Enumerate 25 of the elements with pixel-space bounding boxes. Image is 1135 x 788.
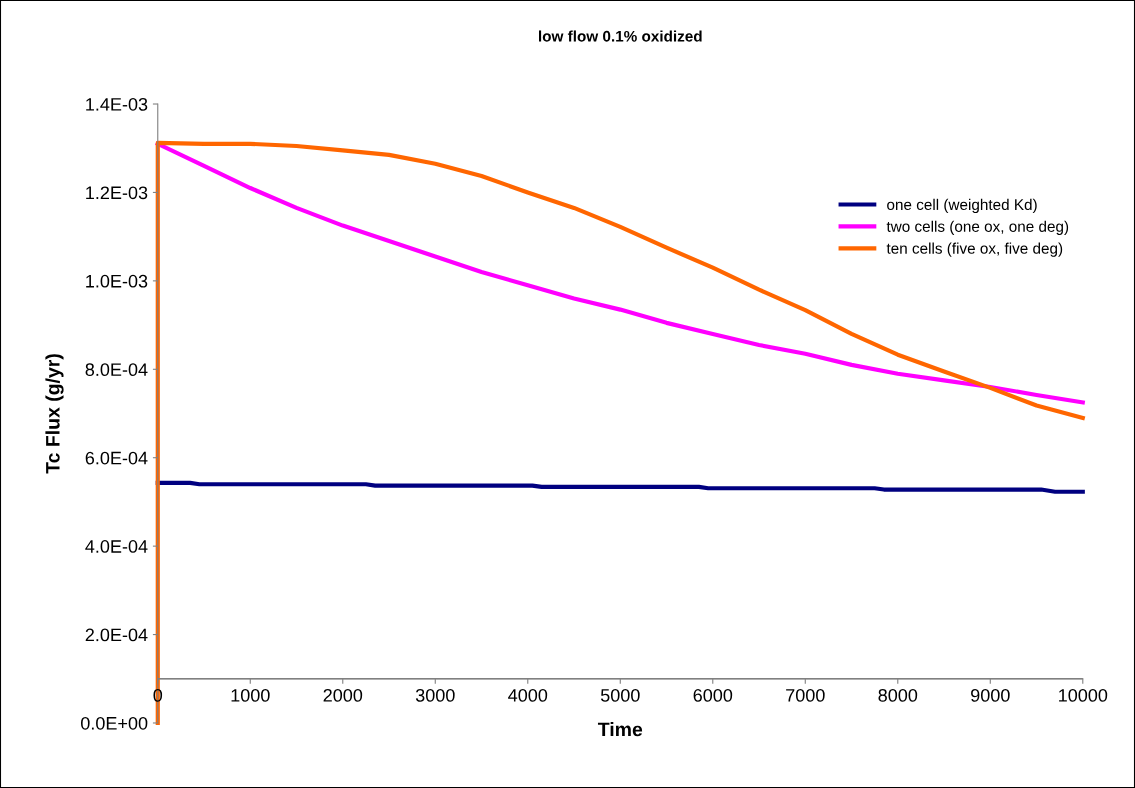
- y-tick-label: 8.0E-04: [85, 363, 148, 377]
- legend-label: one cell (weighted Kd): [887, 198, 1037, 214]
- legend-label: ten cells (five ox, five deg): [886, 242, 1063, 257]
- x-tick-label: 4000: [508, 688, 548, 702]
- chart-title: low flow 0.1% oxidized: [539, 30, 702, 42]
- y-tick-label: 6.0E-04: [85, 451, 148, 465]
- x-tick-label: 8000: [878, 688, 918, 702]
- x-tick-label: 3000: [415, 688, 455, 702]
- y-axis-title: Tc Flux (g/yr): [45, 354, 64, 474]
- y-tick-label: 1.0E-03: [86, 274, 148, 288]
- legend-label: two cells (one ox, one deg): [886, 220, 1069, 235]
- y-tick-label: 2.0E-04: [85, 628, 148, 642]
- x-tick-label: 2000: [323, 688, 363, 702]
- x-axis-title: Time: [597, 722, 643, 737]
- y-tick-label: 1.2E-03: [86, 186, 148, 200]
- y-tick-label: 1.4E-03: [86, 97, 148, 111]
- x-tick-label: 10000: [1059, 688, 1108, 702]
- x-tick-label: 5000: [600, 688, 640, 702]
- y-tick-label: 0.0E+00: [80, 716, 148, 730]
- line-series: [155, 141, 1085, 405]
- y-tick-label: 4.0E-04: [85, 540, 148, 553]
- x-tick-label: 1000: [231, 688, 270, 702]
- x-tick-label: 9000: [971, 688, 1010, 702]
- x-tick-label: 6000: [693, 688, 733, 702]
- x-tick-label: 7000: [786, 688, 825, 702]
